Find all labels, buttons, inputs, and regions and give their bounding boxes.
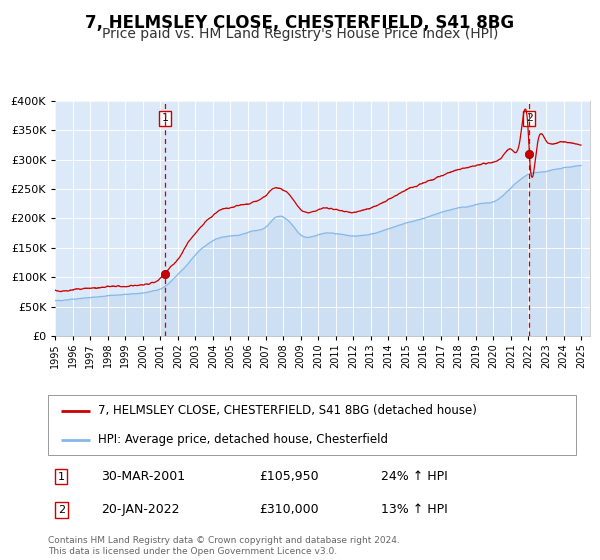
FancyBboxPatch shape (48, 395, 576, 455)
Text: Contains HM Land Registry data © Crown copyright and database right 2024.
This d: Contains HM Land Registry data © Crown c… (48, 536, 400, 556)
Text: 24% ↑ HPI: 24% ↑ HPI (380, 470, 448, 483)
Text: 7, HELMSLEY CLOSE, CHESTERFIELD, S41 8BG: 7, HELMSLEY CLOSE, CHESTERFIELD, S41 8BG (85, 14, 515, 32)
Text: HPI: Average price, detached house, Chesterfield: HPI: Average price, detached house, Ches… (98, 433, 388, 446)
Text: 7, HELMSLEY CLOSE, CHESTERFIELD, S41 8BG (detached house): 7, HELMSLEY CLOSE, CHESTERFIELD, S41 8BG… (98, 404, 477, 417)
Text: 30-MAR-2001: 30-MAR-2001 (101, 470, 185, 483)
Text: 1: 1 (58, 472, 65, 482)
Text: Price paid vs. HM Land Registry's House Price Index (HPI): Price paid vs. HM Land Registry's House … (102, 27, 498, 41)
Text: 2: 2 (526, 114, 533, 123)
Text: 20-JAN-2022: 20-JAN-2022 (101, 503, 179, 516)
Text: 1: 1 (161, 114, 168, 123)
Text: £310,000: £310,000 (259, 503, 319, 516)
Text: 2: 2 (58, 505, 65, 515)
Text: £105,950: £105,950 (259, 470, 319, 483)
Text: 13% ↑ HPI: 13% ↑ HPI (380, 503, 448, 516)
